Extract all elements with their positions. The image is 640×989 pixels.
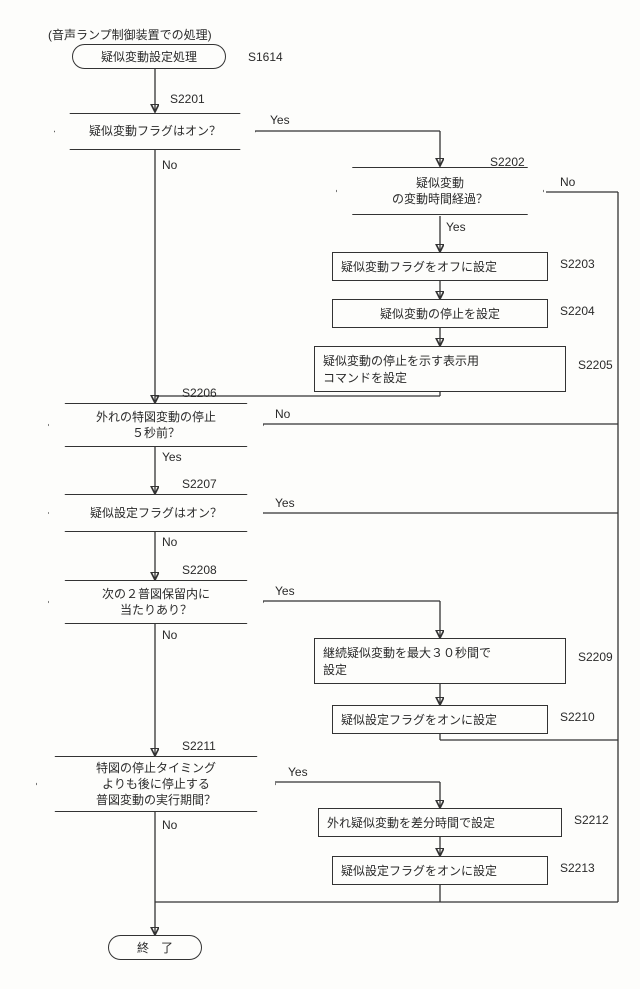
d2208-yes: Yes [275, 584, 295, 598]
decision-setting-flag: 疑似設定フラグはオン？ [48, 494, 264, 532]
decision-time-elapsed: 疑似変動 の変動時間経過？ [336, 167, 544, 215]
d2211-yes: Yes [288, 765, 308, 779]
step-s2202: S2202 [490, 155, 525, 169]
d2211-text: 特図の停止タイミング よりも後に停止する 普図変動の実行期間？ [96, 760, 216, 809]
d2208-no: No [162, 628, 177, 642]
start-terminator: 疑似変動設定処理 [72, 44, 226, 69]
d2202-no: No [560, 175, 575, 189]
step-s2208: S2208 [182, 563, 217, 577]
d2207-no: No [162, 535, 177, 549]
step-s2205: S2205 [578, 358, 613, 372]
d2207-yes: Yes [275, 496, 295, 510]
d2202-text: 疑似変動 の変動時間経過？ [392, 175, 488, 207]
process-setting-flag-on-2: 疑似設定フラグをオンに設定 [332, 856, 548, 885]
end-terminator: 終 了 [108, 935, 202, 960]
d2206-no: No [275, 407, 290, 421]
caption: (音声ランプ制御装置での処理) [48, 26, 212, 43]
d2201-no: No [162, 158, 177, 172]
step-s2211: S2211 [182, 739, 216, 753]
process-stop-set: 疑似変動の停止を設定 [332, 299, 548, 328]
step-s2203: S2203 [560, 257, 595, 271]
process-diff-time: 外れ疑似変動を差分時間で設定 [318, 808, 562, 837]
d2201-text: 疑似変動フラグはオン？ [89, 123, 221, 139]
decision-next-hold-hit: 次の２普図保留内に 当たりあり？ [48, 580, 264, 624]
step-s2209: S2209 [578, 650, 613, 664]
d2206-yes: Yes [162, 450, 182, 464]
decision-pseudo-flag-on: 疑似変動フラグはオン？ [54, 113, 256, 150]
d2201-yes: Yes [270, 113, 290, 127]
step-s2207: S2207 [182, 477, 217, 491]
step-s2201: S2201 [170, 92, 205, 106]
d2207-text: 疑似設定フラグはオン？ [90, 505, 222, 521]
decision-5sec-before: 外れの特図変動の停止 ５秒前？ [48, 403, 264, 447]
step-s2212: S2212 [574, 813, 609, 827]
decision-after-stop-timing: 特図の停止タイミング よりも後に停止する 普図変動の実行期間？ [36, 756, 276, 812]
step-s1614: S1614 [248, 50, 283, 64]
step-s2204: S2204 [560, 304, 595, 318]
process-continue-30s: 継続疑似変動を最大３０秒間で 設定 [314, 638, 566, 684]
process-display-command: 疑似変動の停止を示す表示用 コマンドを設定 [314, 346, 566, 392]
d2202-yes: Yes [446, 220, 466, 234]
d2206-text: 外れの特図変動の停止 ５秒前？ [96, 409, 216, 441]
process-setting-flag-on: 疑似設定フラグをオンに設定 [332, 705, 548, 734]
step-s2213: S2213 [560, 861, 595, 875]
d2211-no: No [162, 818, 177, 832]
d2208-text: 次の２普図保留内に 当たりあり？ [102, 586, 210, 618]
process-flag-off: 疑似変動フラグをオフに設定 [332, 252, 548, 281]
step-s2206: S2206 [182, 386, 217, 400]
step-s2210: S2210 [560, 710, 595, 724]
